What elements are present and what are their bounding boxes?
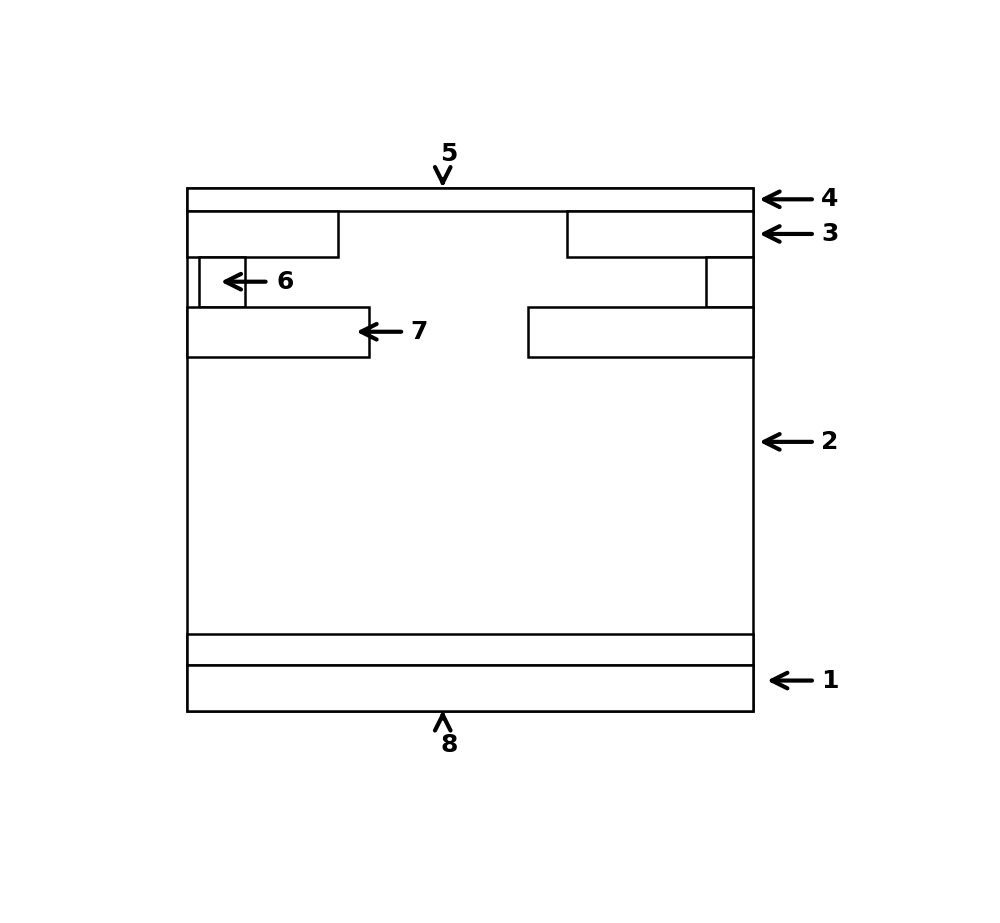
Bar [187, 187, 753, 712]
Bar [706, 258, 753, 307]
Text: 1: 1 [821, 668, 838, 692]
Text: 5: 5 [440, 142, 458, 166]
Bar [187, 210, 338, 258]
Text: 2: 2 [821, 430, 838, 454]
Bar [187, 665, 753, 712]
Text: 3: 3 [821, 222, 838, 246]
Bar [528, 307, 753, 357]
Bar [187, 634, 753, 665]
Bar [199, 258, 245, 307]
Text: 8: 8 [440, 733, 458, 757]
Text: 4: 4 [821, 187, 838, 211]
Bar [567, 210, 753, 258]
Bar [187, 187, 753, 210]
Text: 7: 7 [410, 319, 428, 343]
Text: 6: 6 [276, 270, 294, 294]
Bar [187, 307, 369, 357]
